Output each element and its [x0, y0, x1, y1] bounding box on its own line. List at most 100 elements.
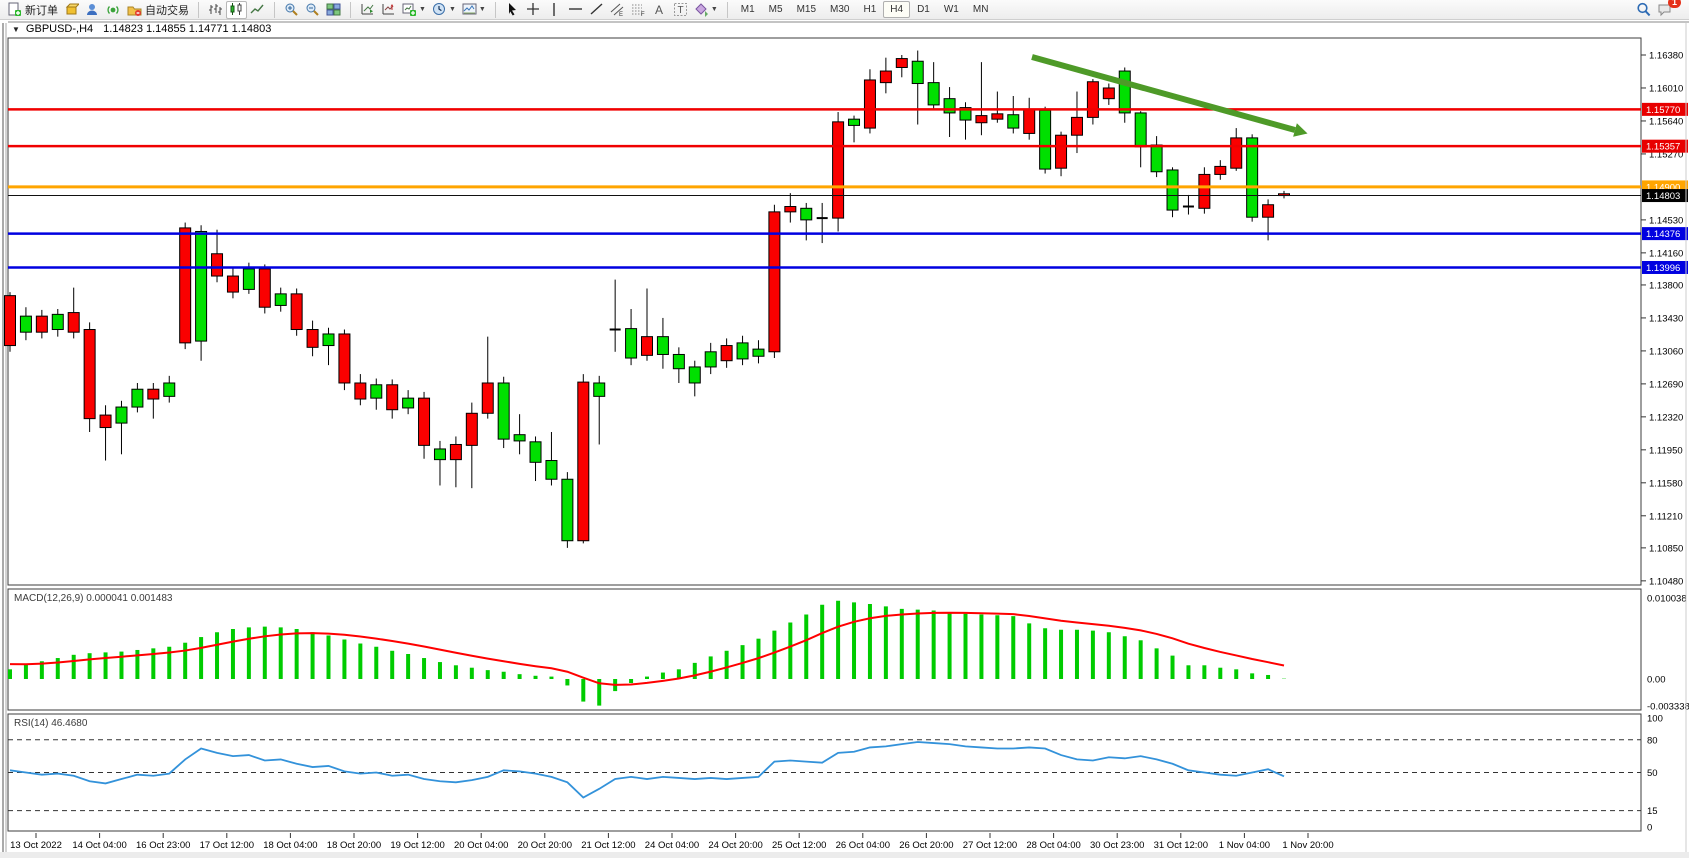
toolbox-button[interactable] [61, 1, 82, 19]
bear-candle [1230, 137, 1243, 169]
macd-axis-label: 0.00 [1647, 675, 1666, 686]
new-order-button[interactable]: 新订单 [4, 1, 61, 19]
auto-trading-button[interactable]: 自动交易 [124, 1, 192, 19]
price-axis-label: 1.15270 [1649, 149, 1683, 160]
macd-axis-label: -0.003338 [1647, 701, 1689, 712]
bull-candle [513, 434, 526, 442]
community-button[interactable] [82, 1, 103, 19]
bear-candle [895, 58, 908, 68]
price-tag-value: 1.13996 [1646, 263, 1680, 274]
time-axis[interactable]: 13 Oct 2022 14 Oct 04:00 16 Oct 23:00 17 Oc… [0, 833, 1689, 858]
time-axis-label: 28 Oct 04:00 [1026, 840, 1080, 851]
tile-windows-button[interactable] [323, 1, 344, 19]
fibonacci-button[interactable]: F [628, 1, 649, 19]
bear-candle [1086, 81, 1099, 118]
timeframe-h4[interactable]: H4 [883, 1, 911, 18]
time-axis-label: 14 Oct 04:00 [72, 840, 126, 851]
candlestick-chart-button[interactable] [226, 0, 247, 19]
bull-candle [943, 98, 956, 114]
bear-candle [1023, 108, 1036, 134]
templates-button[interactable]: ▼ [459, 1, 489, 19]
shapes-button[interactable]: ▼ [691, 1, 721, 19]
symbol-dropdown-icon[interactable]: ▼ [12, 24, 20, 34]
trendline-button[interactable] [586, 1, 607, 19]
price-axis-label: 1.11580 [1649, 478, 1683, 489]
text-label-button[interactable]: T [670, 1, 691, 19]
svg-text:T: T [677, 5, 683, 16]
auto-scroll-button[interactable] [357, 1, 378, 19]
bear-candle [768, 211, 781, 353]
bottom-strip [0, 852, 1689, 858]
bear-candle [832, 121, 845, 219]
chart-shift-button[interactable] [378, 1, 399, 19]
timeframe-m15[interactable]: M15 [796, 4, 817, 15]
vertical-line-button[interactable] [544, 1, 565, 19]
line-chart-button[interactable] [247, 1, 268, 19]
price-axis-label: 1.11950 [1649, 445, 1683, 456]
chevron-down-icon: ▼ [478, 6, 486, 13]
price-axis-label: 1.15640 [1649, 116, 1683, 127]
crosshair-button[interactable] [523, 1, 544, 19]
toolbar-separator [344, 1, 351, 18]
candlesticks[interactable] [4, 50, 1290, 548]
price-tag [1642, 102, 1688, 116]
main-plot-panel[interactable] [7, 37, 1642, 586]
bull-candle [163, 382, 176, 397]
chevron-down-icon: ▼ [419, 6, 426, 13]
bull-candle [848, 118, 861, 126]
autoscroll-icon [360, 2, 375, 17]
bear-candle [991, 113, 1004, 120]
timeframe-m1[interactable]: M1 [740, 4, 755, 15]
bull-candle [927, 82, 940, 106]
new-chart-button[interactable]: ▼ [399, 1, 429, 19]
equidistant-channel-button[interactable]: E [607, 1, 628, 19]
macd-axis-label: 0.010038 [1647, 594, 1687, 605]
time-axis-label: 17 Oct 12:00 [200, 840, 254, 851]
bear-candle [4, 295, 16, 347]
price-axis-label: 1.13430 [1649, 313, 1683, 324]
zoom-out-button[interactable] [302, 1, 323, 19]
cube-icon [64, 2, 79, 17]
chevron-down-icon: ▼ [710, 6, 718, 13]
channel-icon: E [610, 2, 625, 17]
price-axis-label: 1.13060 [1649, 346, 1683, 357]
zoom-in-button[interactable] [281, 1, 302, 19]
search-button[interactable] [1633, 1, 1654, 19]
horizontal-line-button[interactable] [565, 1, 586, 19]
svg-text:F: F [641, 12, 645, 17]
bear-candle [418, 397, 431, 446]
toolbar-separator [489, 1, 496, 18]
bear-candle [449, 443, 462, 461]
signals-button[interactable] [103, 1, 124, 19]
bar-chart-button[interactable] [205, 1, 226, 19]
chart-canvas[interactable]: MACD(12,26,9) 0.000041 0.001483 RSI(14) 4… [0, 20, 1689, 858]
rsi-line [9, 741, 1285, 799]
timeframe-d1[interactable]: D1 [917, 4, 930, 15]
timeframe-mn[interactable]: MN [972, 4, 989, 15]
trend-arrow-head[interactable] [1293, 123, 1308, 137]
timeframe-w1[interactable]: W1 [943, 4, 959, 15]
price-axis-label: 1.12690 [1649, 379, 1683, 390]
cursor-icon [505, 2, 520, 17]
macd-panel[interactable] [7, 588, 1642, 711]
bull-candle [752, 348, 765, 357]
trend-icon [589, 2, 604, 17]
timeframe-h1[interactable]: H1 [863, 4, 877, 15]
bear-candle [1070, 116, 1083, 136]
macd-label: MACD(12,26,9) 0.000041 0.001483 [14, 593, 173, 604]
cursor-button[interactable] [502, 1, 523, 19]
bear-candle [179, 227, 192, 344]
price-axis[interactable]: 1.16380 1.16010 1.15640 1.15270 1.14530 1.141… [1641, 23, 1689, 852]
bull-candle [672, 353, 685, 370]
bull-candle [1166, 169, 1179, 211]
trend-arrow-shaft[interactable] [1031, 54, 1296, 133]
fibo-icon: F [631, 2, 646, 17]
zoom-in-icon [284, 2, 299, 17]
new-order-button-label: 新订单 [25, 4, 58, 17]
new-order-icon [7, 2, 22, 17]
text-button[interactable]: A [649, 1, 670, 19]
vline-icon [547, 2, 562, 17]
timeframe-m30[interactable]: M30 [830, 4, 850, 15]
periods-button[interactable]: ▼ [429, 1, 459, 19]
timeframe-m5[interactable]: M5 [768, 4, 783, 15]
